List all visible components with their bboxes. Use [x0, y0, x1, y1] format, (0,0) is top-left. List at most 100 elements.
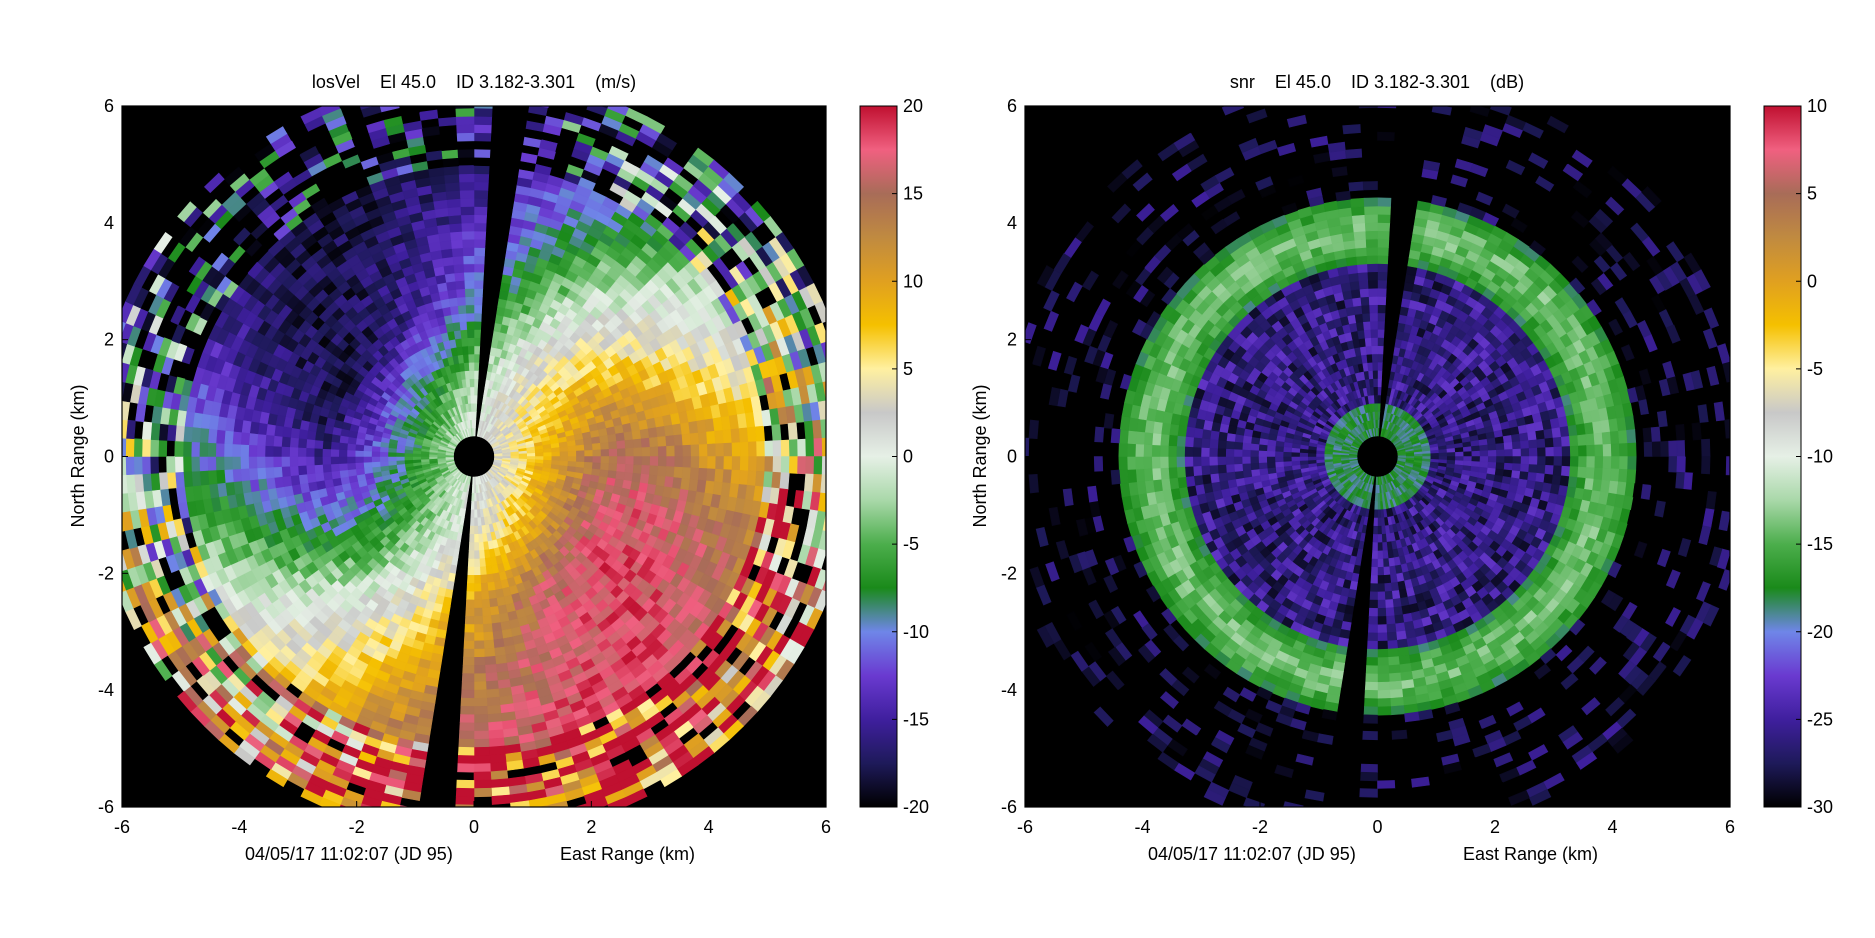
range-gate-cell [631, 472, 642, 484]
range-gate-cell [464, 624, 475, 634]
range-gate-cell [839, 377, 851, 398]
velocity-timestamp: 04/05/17 11:02:07 (JD 95) [245, 844, 453, 864]
range-gate-cell [715, 443, 725, 457]
range-gate-cell [473, 779, 492, 789]
range-gate-cell [444, 173, 460, 184]
range-gate-cell [697, 467, 708, 482]
range-gate-cell [608, 448, 618, 457]
range-gate-cell [460, 197, 475, 208]
range-gate-cell [715, 456, 725, 470]
range-gate-cell [461, 230, 475, 240]
range-gate-cell [592, 449, 602, 457]
range-gate-cell [451, 247, 464, 258]
range-gate-cell [190, 456, 200, 472]
range-gate-cell [467, 566, 475, 576]
range-gate-cell [281, 425, 293, 438]
range-gate-cell [455, 115, 475, 126]
range-gate-cell [660, 768, 683, 788]
range-gate-cell [586, 796, 609, 807]
range-gate-cell [101, 476, 111, 496]
range-gate-cell [473, 132, 492, 142]
range-gate-cell [817, 400, 826, 421]
range-gate-cell [346, 456, 356, 464]
range-gate-cell [330, 441, 340, 450]
range-gate-cell [256, 456, 266, 469]
range-gate-cell [256, 444, 266, 457]
range-gate-cell [463, 648, 475, 658]
range-gate-cell [469, 370, 475, 380]
range-gate-cell [647, 427, 658, 439]
range-gate-cell [473, 115, 493, 126]
range-gate-cell [473, 771, 492, 781]
range-gate-cell [834, 495, 845, 515]
range-gate-cell [491, 622, 502, 633]
range-gate-cell [330, 448, 340, 457]
range-gate-cell [460, 214, 475, 224]
range-gate-cell [584, 456, 594, 464]
range-gate-cell [814, 322, 826, 345]
range-gate-cell [387, 456, 397, 462]
range-gate-cell [174, 456, 184, 473]
range-gate-cell [377, 809, 398, 822]
range-gate-cell [223, 456, 233, 470]
range-gate-cell [425, 150, 444, 162]
range-gate-cell [232, 468, 242, 483]
range-gate-cell [280, 456, 291, 467]
colorbar-tick-label: 15 [903, 184, 923, 204]
range-gate-cell [567, 445, 577, 452]
range-gate-cell [469, 378, 475, 388]
range-gate-cell [591, 436, 601, 445]
colorbar-tick-label: 0 [903, 447, 913, 467]
range-gate-cell [457, 746, 475, 757]
range-gate-cell [95, 496, 106, 517]
range-gate-cell [473, 189, 489, 199]
range-gate-cell [273, 476, 284, 489]
range-gate-cell [338, 449, 348, 457]
range-gate-cell [109, 532, 122, 553]
range-gate-cell [473, 493, 477, 502]
range-gate-cell [289, 446, 299, 457]
range-gate-cell [473, 361, 480, 371]
range-gate-cell [788, 456, 799, 474]
range-gate-cell [456, 779, 475, 789]
range-gate-cell [459, 181, 475, 191]
range-gate-cell [464, 288, 475, 298]
range-gate-cell [417, 94, 437, 105]
range-gate-cell [289, 465, 299, 477]
range-gate-cell [459, 722, 475, 732]
range-gate-cell [631, 429, 642, 441]
x-tick-label: 4 [704, 817, 714, 837]
range-gate-cell [707, 443, 717, 457]
range-gate-cell [457, 304, 467, 315]
range-gate-cell [453, 329, 462, 340]
range-gate-cell [207, 428, 218, 444]
range-gate-cell [723, 456, 733, 471]
range-gate-cell [473, 304, 483, 314]
range-gate-cell [182, 456, 192, 473]
range-gate-cell [567, 456, 577, 463]
range-gate-cell [830, 437, 839, 456]
range-gate-cell [486, 696, 501, 707]
range-gate-cell [469, 533, 475, 543]
range-gate-cell [375, 817, 396, 830]
range-gate-cell [347, 468, 357, 477]
range-gate-cell [559, 451, 569, 457]
range-gate-cell [346, 449, 356, 457]
range-gate-cell [157, 439, 168, 457]
range-gate-cell [449, 305, 460, 316]
range-gate-cell [362, 456, 372, 463]
range-gate-cell [473, 673, 487, 683]
range-gate-cell [122, 341, 128, 362]
range-gate-cell [198, 456, 209, 472]
range-gate-cell [264, 434, 275, 447]
range-gate-cell [472, 476, 475, 486]
range-gate-cell [354, 443, 365, 452]
range-gate-cell [468, 550, 475, 560]
range-gate-cell [149, 456, 160, 474]
range-gate-cell [473, 689, 488, 699]
range-gate-cell [528, 797, 549, 807]
range-gate-cell [330, 463, 340, 472]
range-gate-cell [456, 132, 475, 142]
range-gate-cell [738, 427, 749, 443]
